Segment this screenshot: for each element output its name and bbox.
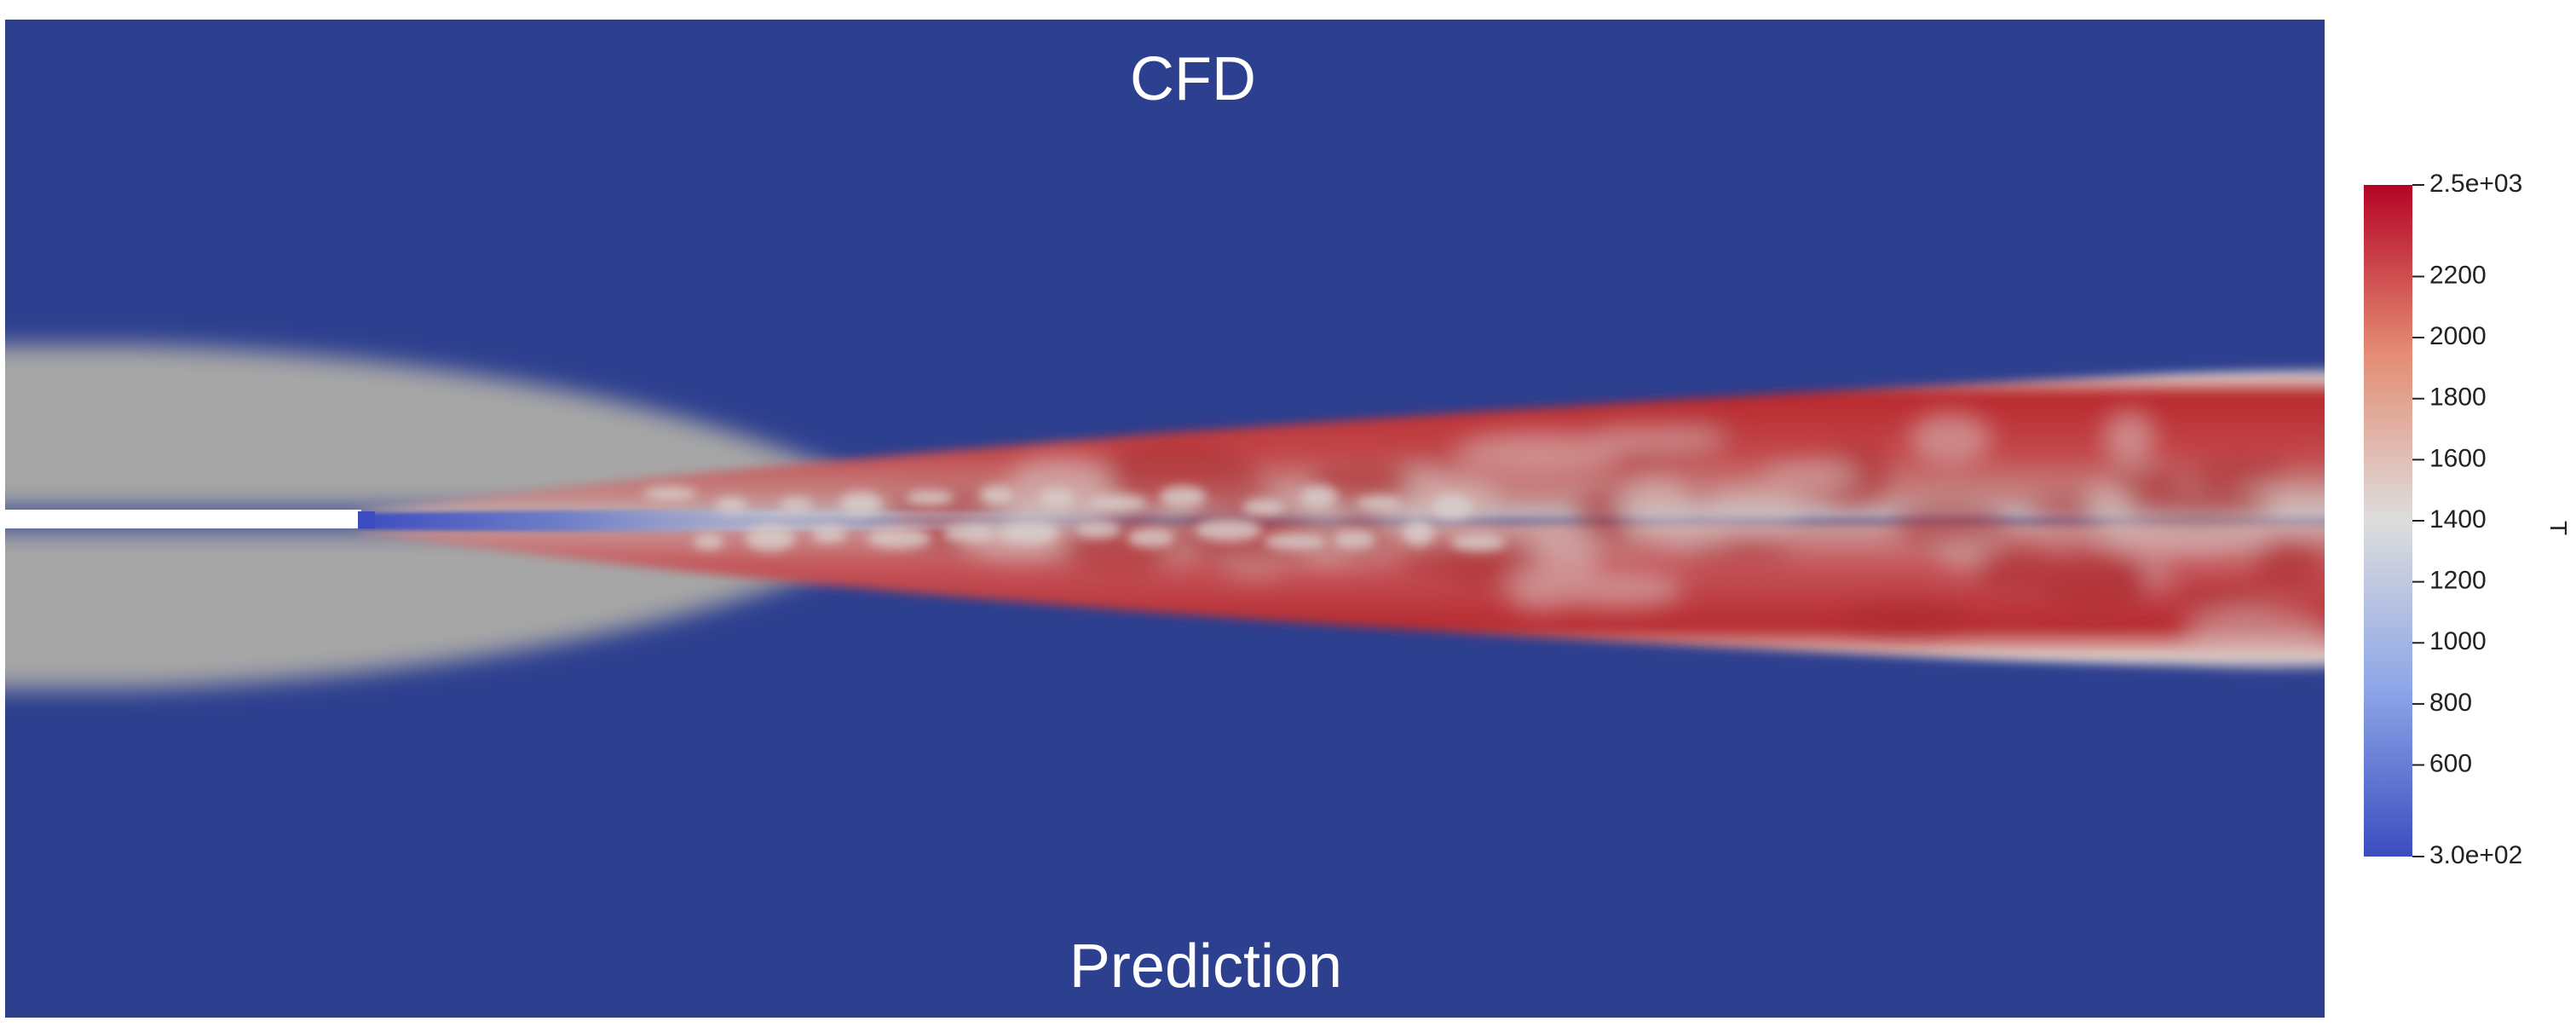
shear-layer-eddy	[1127, 528, 1175, 548]
turbulence-blob	[1454, 431, 1622, 474]
shear-layer-eddy	[1075, 522, 1121, 538]
top-panel-label: CFD	[1130, 45, 1256, 113]
colorbar-tick-label: 1800	[2429, 384, 2487, 412]
shear-layer-eddy	[1300, 485, 1338, 508]
coflow-region	[5, 345, 852, 689]
shear-layer-eddy	[745, 526, 796, 551]
turbulence-blob	[2176, 588, 2278, 610]
shear-layer-eddy	[1450, 533, 1506, 551]
colorbar-title: T	[2545, 521, 2572, 535]
colorbar-gradient	[2364, 185, 2412, 857]
colorbar-tick-label: 2.5e+03	[2429, 170, 2522, 198]
turbulence-blob	[1908, 413, 1992, 464]
turbulence-blob	[2125, 525, 2187, 550]
shear-layer-eddy	[1264, 532, 1328, 551]
colorbar-tick-label: 2000	[2429, 322, 2487, 350]
turbulence-blob	[1761, 463, 1856, 484]
temperature-field-plot	[5, 20, 2325, 1018]
turbulence-blob	[1708, 488, 1804, 529]
jet-shear-layer	[643, 485, 1506, 551]
shear-layer-eddy	[1356, 496, 1402, 510]
shear-layer-eddy	[905, 489, 954, 505]
turbulence-blob	[1576, 490, 1628, 535]
shear-layer-eddy	[715, 497, 748, 513]
turbulence-blob	[2120, 488, 2275, 526]
colorbar-tick-label: 600	[2429, 749, 2472, 777]
turbulence-blob	[1551, 570, 1684, 609]
turbulence-blob	[2181, 609, 2325, 659]
colorbar-ticks: 2.5e+03 2200 2000 1800 1600 1400 1200 1000 800 60…	[2412, 170, 2522, 869]
colorbar-tick-label: 1400	[2429, 505, 2487, 534]
shear-layer-eddy	[1332, 529, 1377, 550]
turbulence-blob	[1893, 504, 2008, 548]
colorbar-tick-label: 1600	[2429, 444, 2487, 472]
fuel-inlet	[358, 511, 375, 528]
shear-layer-eddy	[1432, 493, 1472, 520]
shear-layer-eddy	[1039, 488, 1075, 507]
turbulence-blob	[1841, 602, 1966, 635]
colorbar-tick-label: 800	[2429, 689, 2472, 717]
turbulence-blob	[2034, 551, 2154, 609]
nozzle-wall	[5, 510, 361, 528]
colorbar: 2.5e+03 2200 2000 1800 1600 1400 1200 1000 800 60…	[2364, 170, 2572, 869]
colorbar-tick-label: 3.0e+02	[2429, 841, 2522, 869]
turbulence-blob	[1621, 428, 1727, 453]
shear-layer-eddy	[1242, 498, 1285, 516]
turbulence-blob	[2253, 539, 2323, 587]
turbulence-blob	[1440, 552, 1513, 586]
flame-lower	[358, 522, 2325, 673]
shear-layer-eddy	[1089, 494, 1147, 511]
shear-layer-eddy	[693, 534, 724, 550]
shear-layer-eddy	[1159, 486, 1207, 508]
shear-layer-eddy	[811, 526, 847, 543]
turbulence-blob	[2107, 467, 2189, 495]
shear-layer-eddy	[942, 524, 997, 543]
turbulence-blob	[1098, 459, 1225, 480]
colorbar-tick-label: 1000	[2429, 627, 2487, 655]
colorbar-tick-label: 1200	[2429, 567, 2487, 595]
turbulence-blob	[2103, 410, 2156, 465]
shear-layer-eddy	[1195, 518, 1262, 542]
turbulence-blob	[2187, 454, 2291, 493]
shear-layer-eddy	[779, 498, 813, 512]
colorbar-tick-label: 2200	[2429, 261, 2487, 289]
shear-layer-eddy	[643, 487, 697, 501]
shear-layer-eddy	[839, 492, 882, 516]
shear-layer-eddy	[998, 522, 1058, 544]
turbulence-blob	[1663, 515, 1730, 550]
shear-layer-eddy	[1403, 520, 1434, 546]
shear-layer-eddy	[978, 486, 1014, 505]
turbulence-blob	[1507, 528, 1599, 588]
bottom-panel-label: Prediction	[1069, 932, 1342, 1001]
shear-layer-eddy	[867, 528, 931, 549]
turbulence-blob	[1681, 539, 1792, 561]
